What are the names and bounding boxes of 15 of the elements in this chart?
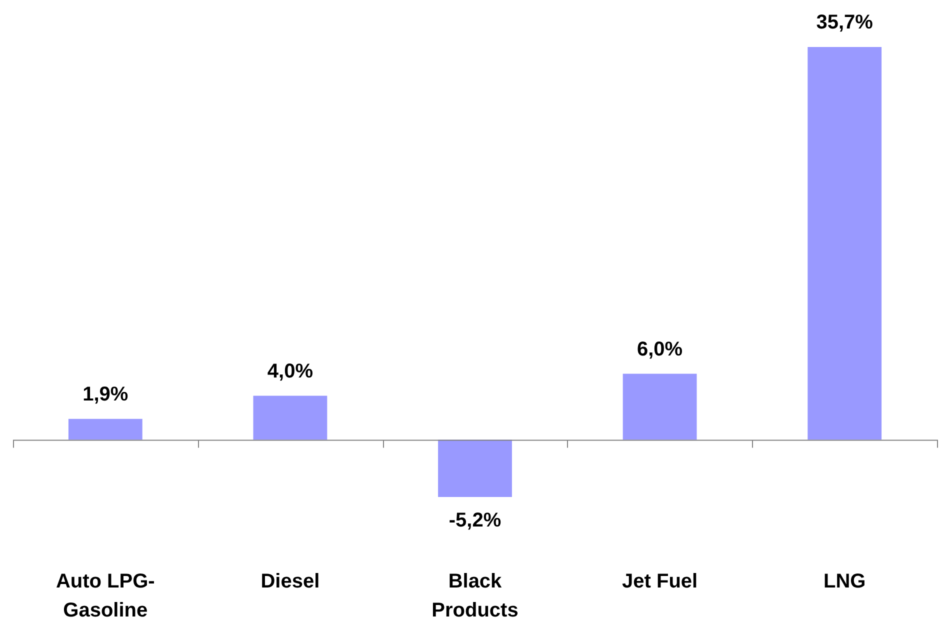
data-label: 6,0% [637,338,683,360]
x-tick-label: Diesel [260,570,320,593]
x-tick-label: Black Products [432,570,518,622]
x-tick-label: LNG [823,570,866,593]
bar [438,440,512,497]
bar [253,396,328,440]
bar [68,418,142,440]
data-label: 1,9% [82,383,128,406]
data-label: -5,2% [448,510,502,532]
data-label: 35,7% [816,12,874,34]
bar [622,374,697,440]
x-tick-label: Auto LPG- Gasoline [56,570,155,622]
data-label: 4,0% [267,360,314,382]
bar [808,47,882,440]
x-tick-label: Jet Fuel [622,570,698,593]
